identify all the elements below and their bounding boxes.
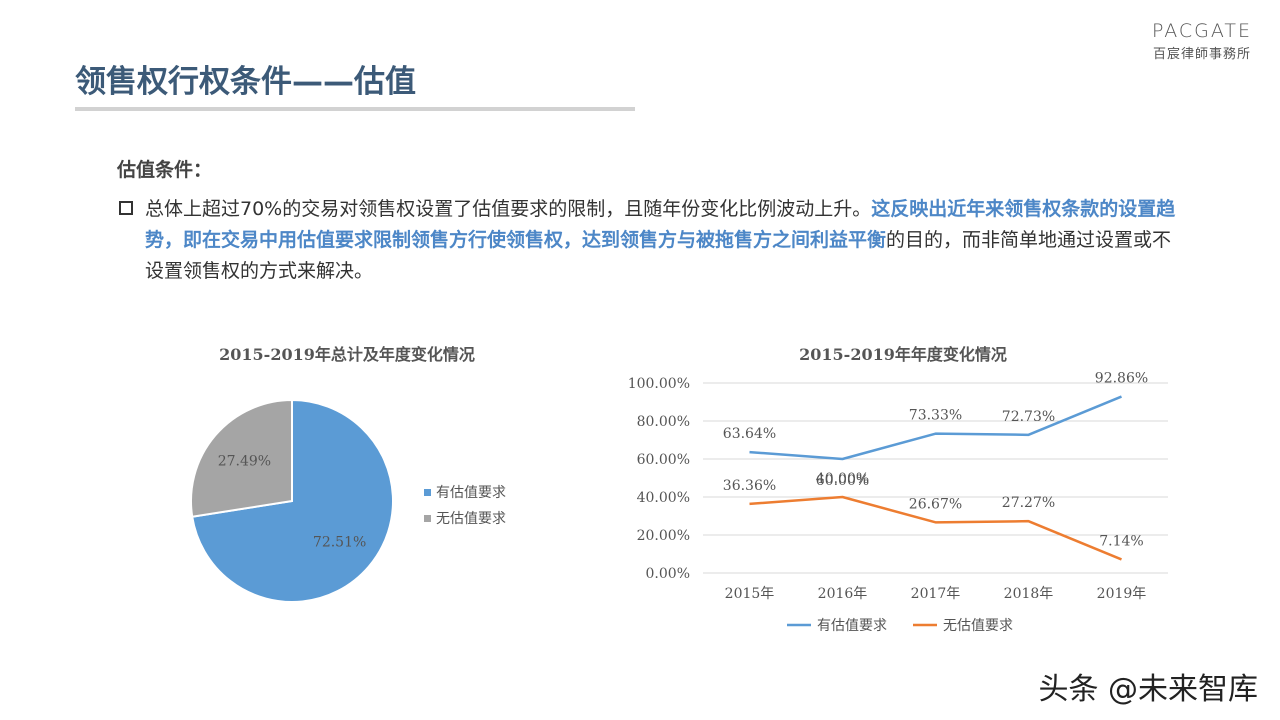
- pie-chart-title: 2015-2019年总计及年度变化情况: [219, 345, 475, 364]
- condition-heading: 估值条件：: [117, 159, 213, 181]
- series-1-data-label-5: 92.86%: [1095, 371, 1148, 387]
- paragraph-highlight: 这反映出近年来领售权条款的设置趋势，即在交易中用估值要求限制领售方行使领售权，达…: [145, 198, 1176, 251]
- series-2-data-label-2: 40.00%: [816, 471, 869, 487]
- pie-data-label-2: 27.49%: [218, 453, 271, 469]
- series-line-2: [749, 495, 1122, 561]
- series-2-data-label-4: 27.27%: [1002, 495, 1055, 511]
- y-tick-label-3: 60.00%: [637, 452, 690, 468]
- series-2-data-label-3: 26.67%: [909, 496, 962, 512]
- checkbox-bullet-icon: [119, 201, 133, 215]
- series-1-data-label-4: 72.73%: [1002, 409, 1055, 425]
- x-tick-label-4: 2018年: [1004, 586, 1054, 602]
- title-divider: [75, 107, 635, 111]
- pie-slice-2: [190, 398, 293, 518]
- y-tick-label-2: 40.00%: [637, 490, 690, 506]
- x-tick-label-3: 2017年: [911, 586, 961, 602]
- paragraph-text-1: 总体上超过70%的交易对领售权设置了估值要求的限制，且随年份变化比例波动上升。: [145, 198, 872, 220]
- y-tick-label-4: 80.00%: [637, 414, 690, 430]
- series-line-1: [749, 395, 1122, 461]
- pie-legend-swatch-2: [424, 515, 431, 522]
- pie-legend-label-1: 有估值要求: [436, 485, 506, 501]
- y-tick-label-5: 100.00%: [628, 376, 690, 392]
- line-legend-label-1: 有估值要求: [817, 618, 887, 634]
- x-tick-label-2: 2016年: [818, 586, 868, 602]
- x-tick-label-5: 2019年: [1097, 586, 1147, 602]
- y-tick-label-1: 20.00%: [637, 528, 690, 544]
- logo-mark: PACGATE: [1151, 20, 1252, 42]
- pie-legend-label-2: 无估值要求: [436, 511, 506, 527]
- series-2-data-label-5: 7.14%: [1099, 533, 1143, 549]
- pie-legend-swatch-1: [424, 489, 431, 496]
- series-1-data-label-1: 63.64%: [723, 426, 776, 442]
- logo-subtitle: 百宸律師事務所: [1152, 47, 1251, 62]
- pie-data-label-1: 72.51%: [313, 535, 366, 551]
- line-chart-title: 2015-2019年年度变化情况: [799, 345, 1007, 364]
- series-2-data-label-1: 36.36%: [723, 478, 776, 494]
- y-tick-label-0: 0.00%: [646, 566, 690, 582]
- page-title: 领售权行权条件——估值: [75, 64, 416, 100]
- paragraph-text-3: 的目的，而非简单地通过设置或不设置领售权的方式来解决。: [145, 229, 1172, 282]
- x-tick-label-1: 2015年: [725, 586, 775, 602]
- condition-paragraph: 总体上超过70%的交易对领售权设置了估值要求的限制，且随年份变化比例波动上升。这…: [145, 194, 1190, 287]
- brand-logo: PACGATE 百宸律師事務所: [1152, 20, 1252, 62]
- line-legend-label-2: 无估值要求: [943, 618, 1013, 634]
- watermark: 头条 @未来智库: [1038, 672, 1258, 707]
- series-1-data-label-3: 73.33%: [909, 408, 962, 424]
- series-1-data-label-2: 60.00%: [816, 473, 869, 489]
